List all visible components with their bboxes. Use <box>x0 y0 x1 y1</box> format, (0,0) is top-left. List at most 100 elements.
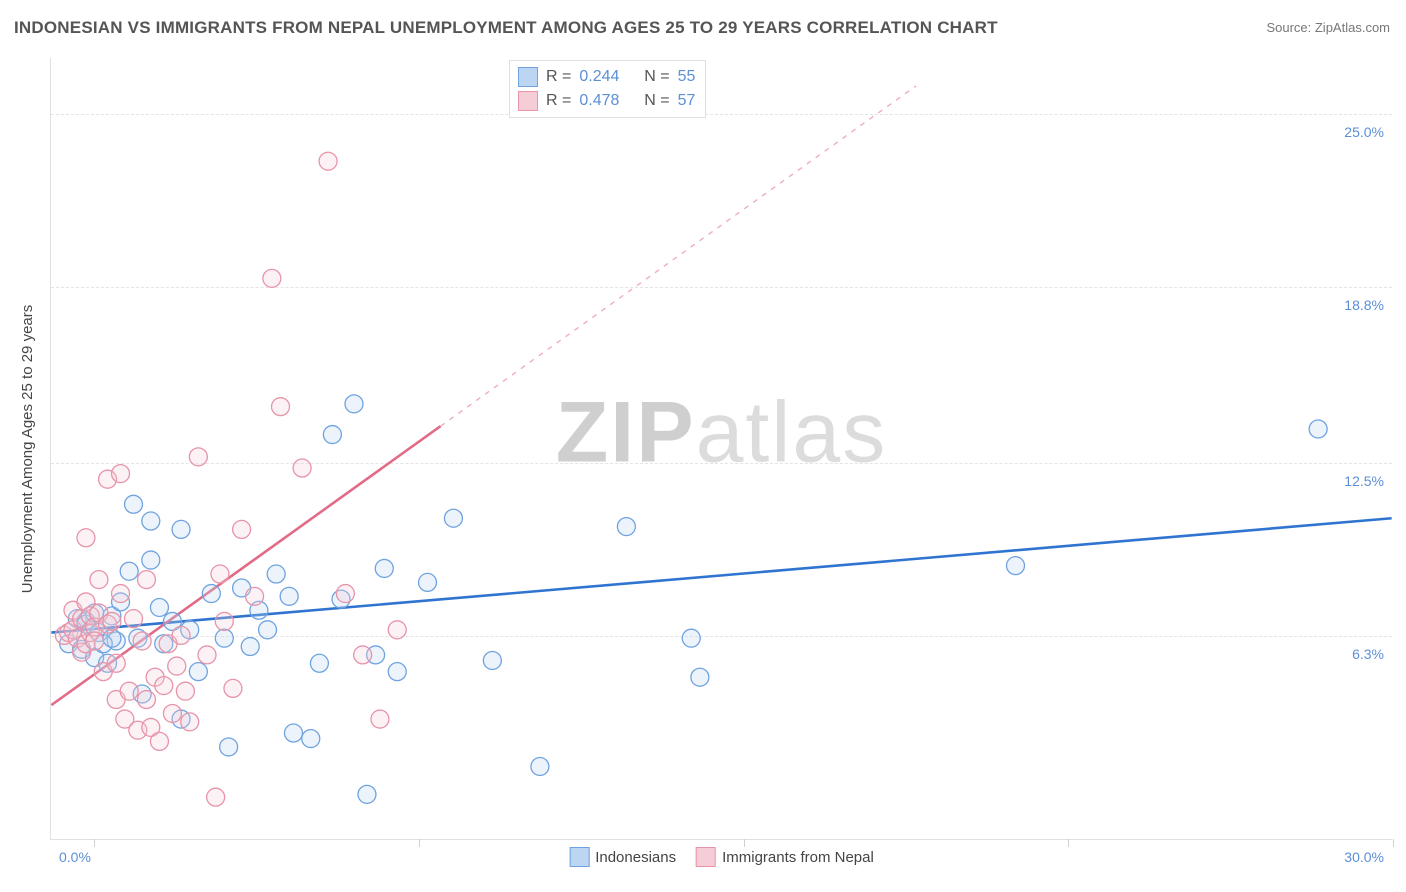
scatter-point <box>142 551 160 569</box>
legend-row: R = 0.244 N = 55 <box>518 65 695 89</box>
series-legend: Indonesians Immigrants from Nepal <box>569 847 874 867</box>
legend-n-label: N = <box>644 92 669 110</box>
scatter-point <box>233 520 251 538</box>
scatter-point <box>77 529 95 547</box>
scatter-point <box>163 704 181 722</box>
scatter-point <box>419 573 437 591</box>
scatter-point <box>272 398 290 416</box>
scatter-point <box>90 571 108 589</box>
scatter-point <box>202 585 220 603</box>
scatter-point <box>263 269 281 287</box>
scatter-point <box>691 668 709 686</box>
y-axis-label: Unemployment Among Ages 25 to 29 years <box>19 304 36 593</box>
scatter-point <box>302 730 320 748</box>
scatter-point <box>1309 420 1327 438</box>
legend-r-label: R = <box>546 68 571 86</box>
correlation-legend: R = 0.244 N = 55 R = 0.478 N = 57 <box>509 60 706 118</box>
scatter-point <box>215 612 233 630</box>
scatter-point <box>336 585 354 603</box>
scatter-point <box>133 632 151 650</box>
x-tick <box>419 839 420 847</box>
scatter-point <box>280 587 298 605</box>
legend-series-label: Immigrants from Nepal <box>722 849 874 866</box>
plot-area: Unemployment Among Ages 25 to 29 years Z… <box>50 58 1392 840</box>
scatter-point <box>125 495 143 513</box>
scatter-point <box>220 738 238 756</box>
plot-svg <box>51 58 1392 839</box>
x-tick <box>1068 839 1069 847</box>
legend-n-value: 57 <box>678 92 696 110</box>
scatter-point <box>388 663 406 681</box>
legend-swatch <box>518 91 538 111</box>
scatter-point <box>354 646 372 664</box>
scatter-point <box>323 426 341 444</box>
legend-n-label: N = <box>644 68 669 86</box>
chart-container: INDONESIAN VS IMMIGRANTS FROM NEPAL UNEM… <box>0 0 1406 892</box>
scatter-point <box>345 395 363 413</box>
scatter-point <box>617 518 635 536</box>
scatter-point <box>375 559 393 577</box>
x-tick <box>1393 839 1394 847</box>
scatter-point <box>181 713 199 731</box>
scatter-point <box>189 663 207 681</box>
scatter-point <box>107 654 125 672</box>
scatter-point <box>189 448 207 466</box>
scatter-point <box>176 682 194 700</box>
scatter-point <box>150 599 168 617</box>
scatter-point <box>267 565 285 583</box>
scatter-point <box>137 691 155 709</box>
scatter-point <box>86 632 104 650</box>
scatter-point <box>150 732 168 750</box>
scatter-point <box>137 571 155 589</box>
scatter-point <box>483 651 501 669</box>
scatter-point <box>246 587 264 605</box>
scatter-point <box>319 152 337 170</box>
scatter-point <box>310 654 328 672</box>
scatter-point <box>155 677 173 695</box>
scatter-point <box>112 585 130 603</box>
legend-series-label: Indonesians <box>595 849 676 866</box>
scatter-point <box>388 621 406 639</box>
scatter-point <box>1007 557 1025 575</box>
legend-r-value: 0.244 <box>579 68 619 86</box>
scatter-point <box>172 626 190 644</box>
scatter-point <box>444 509 462 527</box>
legend-r-value: 0.478 <box>579 92 619 110</box>
legend-item: Indonesians <box>569 847 676 867</box>
scatter-point <box>215 629 233 647</box>
legend-n-value: 55 <box>678 68 696 86</box>
x-axis-max-label: 30.0% <box>1344 849 1384 865</box>
trend-line-dashed <box>440 86 916 426</box>
scatter-point <box>207 788 225 806</box>
scatter-point <box>682 629 700 647</box>
scatter-point <box>224 679 242 697</box>
legend-r-label: R = <box>546 92 571 110</box>
legend-item: Immigrants from Nepal <box>696 847 874 867</box>
source-attribution: Source: ZipAtlas.com <box>1266 20 1390 35</box>
scatter-point <box>172 520 190 538</box>
scatter-point <box>293 459 311 477</box>
scatter-point <box>120 682 138 700</box>
scatter-point <box>211 565 229 583</box>
scatter-point <box>259 621 277 639</box>
scatter-point <box>112 465 130 483</box>
scatter-point <box>103 612 121 630</box>
legend-swatch <box>696 847 716 867</box>
scatter-point <box>120 562 138 580</box>
chart-title: INDONESIAN VS IMMIGRANTS FROM NEPAL UNEM… <box>14 18 998 38</box>
scatter-point <box>142 512 160 530</box>
x-tick <box>94 839 95 847</box>
x-axis-min-label: 0.0% <box>59 849 91 865</box>
scatter-point <box>284 724 302 742</box>
scatter-point <box>241 638 259 656</box>
x-tick <box>744 839 745 847</box>
scatter-point <box>168 657 186 675</box>
legend-row: R = 0.478 N = 57 <box>518 89 695 113</box>
scatter-point <box>358 785 376 803</box>
scatter-point <box>371 710 389 728</box>
scatter-point <box>125 610 143 628</box>
legend-swatch <box>569 847 589 867</box>
scatter-point <box>198 646 216 664</box>
legend-swatch <box>518 67 538 87</box>
scatter-point <box>531 757 549 775</box>
